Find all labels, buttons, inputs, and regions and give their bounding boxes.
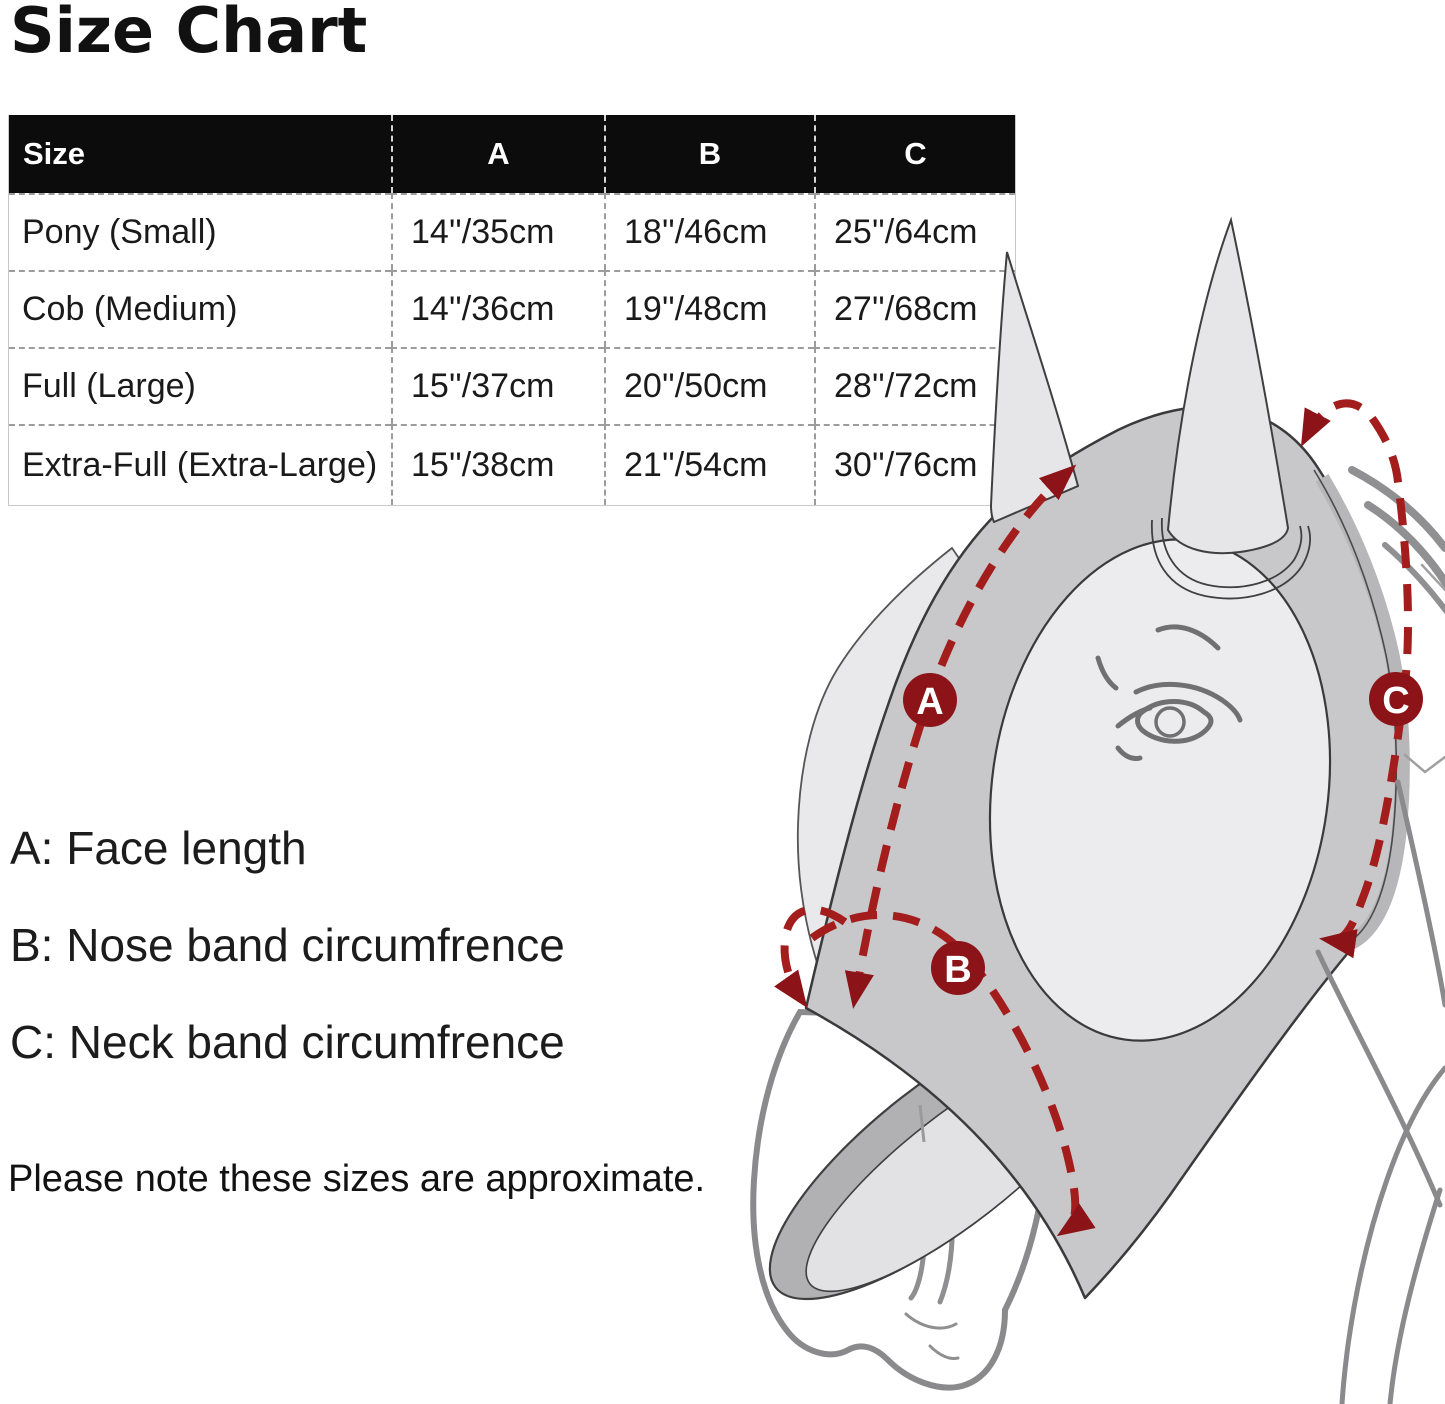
table-cell-size: Extra-Full (Extra-Large) [9, 424, 391, 505]
header-cell-a: A [391, 115, 604, 193]
muzzle-outline [750, 1008, 1054, 1391]
mane-lines [1348, 466, 1445, 774]
table-cell-b: 19''/48cm [604, 270, 814, 347]
table-cell-size: Full (Large) [9, 347, 391, 424]
measure-b-loop-path [774, 905, 848, 1009]
table-cell-b: 18''/46cm [604, 193, 814, 270]
approximate-note: Please note these sizes are approximate. [8, 1158, 706, 1200]
size-table: Size A B C Pony (Small) 14''/35cm 18''/4… [8, 115, 1016, 506]
table-cell-c: 30''/76cm [814, 424, 1015, 505]
table-cell-b: 21''/54cm [604, 424, 814, 505]
right-ear-shape [1166, 216, 1290, 555]
mouth-accent [928, 1344, 960, 1360]
measure-c-path [1300, 399, 1413, 959]
nostril-outline [885, 1180, 955, 1305]
table-cell-a: 14''/36cm [391, 270, 604, 347]
measure-a-badge: A [903, 673, 957, 727]
legend-item-a: A: Face length [10, 822, 307, 874]
measure-c-letter: C [1382, 680, 1409, 722]
page-title: Size Chart [10, 0, 368, 67]
nostril-accent [904, 1312, 958, 1330]
ear-hole-rim [1151, 517, 1311, 600]
table-cell-a: 15''/37cm [391, 347, 604, 424]
far-cheek-shape [796, 546, 1016, 1162]
measure-b-path [809, 911, 1096, 1237]
measure-legend: A: Face length B: Nose band circumfrence… [10, 800, 565, 1091]
table-cell-c: 27''/68cm [814, 270, 1015, 347]
fly-mask-body [804, 405, 1407, 1300]
header-cell-c: C [814, 115, 1015, 193]
table-cell-a: 14''/35cm [391, 193, 604, 270]
mask-edge-shadow-line [1313, 469, 1398, 945]
eye-drawing [1095, 624, 1243, 761]
measure-b-letter: B [944, 949, 971, 991]
measure-b-badge: B [931, 941, 985, 995]
band-accent-line [918, 1104, 926, 1143]
eye-panel [988, 538, 1332, 1042]
legend-item-b: B: Nose band circumfrence [10, 919, 565, 971]
table-cell-size: Pony (Small) [9, 193, 391, 270]
table-cell-b: 20''/50cm [604, 347, 814, 424]
nose-band [768, 1009, 1122, 1301]
table-cell-size: Cob (Medium) [9, 270, 391, 347]
mask-edge-shadow [1315, 474, 1410, 949]
measurement-annotations [774, 399, 1413, 1237]
measure-c-badge: C [1369, 672, 1423, 726]
measure-a-path [844, 464, 1077, 1009]
table-cell-c: 25''/64cm [814, 193, 1015, 270]
header-cell-size: Size [9, 115, 391, 193]
neck-lines [1315, 779, 1445, 1404]
eye-iris [1154, 706, 1186, 738]
nostril-inner [894, 1217, 927, 1301]
header-cell-b: B [604, 115, 814, 193]
measure-a-letter: A [916, 681, 943, 723]
table-cell-a: 15''/38cm [391, 424, 604, 505]
legend-item-c: C: Neck band circumfrence [10, 1016, 565, 1068]
table-cell-c: 28''/72cm [814, 347, 1015, 424]
